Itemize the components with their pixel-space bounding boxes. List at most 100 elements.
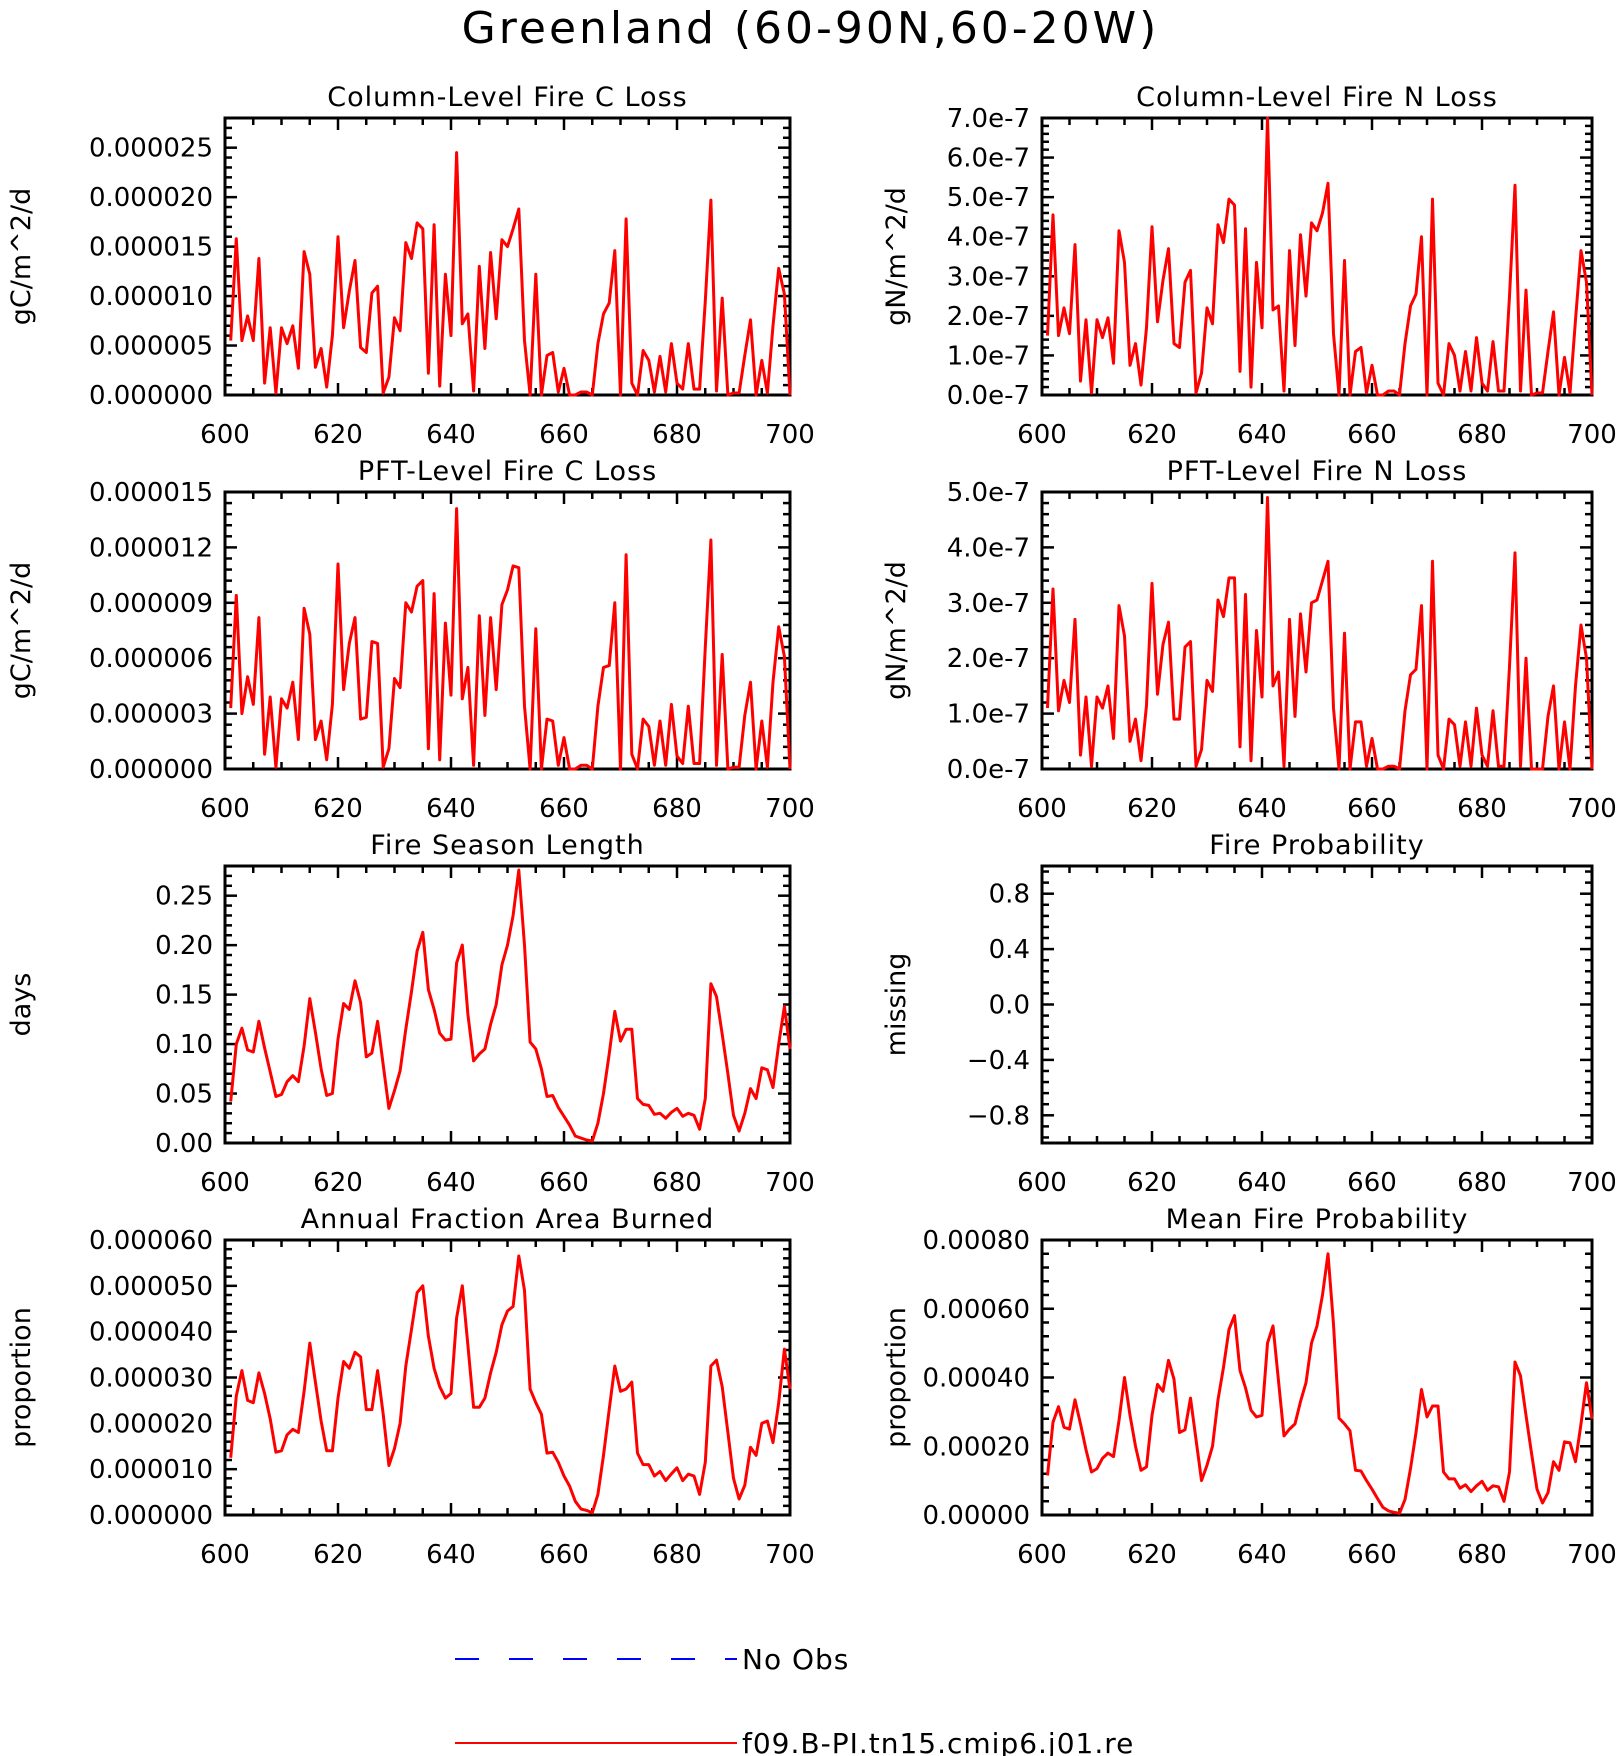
panel7-y-label: proportion bbox=[6, 1307, 37, 1448]
panel3-x-tick-label: 680 bbox=[652, 794, 702, 824]
panel3-x-tick-label: 700 bbox=[765, 794, 815, 824]
panel5-y-tick-label: 0.10 bbox=[155, 1030, 213, 1060]
panel7-y-tick-label: 0.000040 bbox=[89, 1318, 213, 1348]
panel2-title: Column-Level Fire N Loss bbox=[1136, 82, 1498, 113]
panel7-x-tick-label: 660 bbox=[539, 1540, 589, 1570]
panel5-series-line bbox=[229, 868, 792, 1143]
panel2-y-tick-label: 7.0e-7 bbox=[947, 104, 1030, 134]
panel2-series-line bbox=[1046, 116, 1594, 397]
panel3-x-tick-label: 640 bbox=[426, 794, 476, 824]
panel4-y-tick-label: 3.0e-7 bbox=[947, 589, 1030, 619]
panel5-x-tick-label: 680 bbox=[652, 1168, 702, 1198]
panel2-x-tick-label: 660 bbox=[1347, 420, 1397, 450]
panel1-y-tick-label: 0.000025 bbox=[89, 134, 213, 164]
panel2-x-tick-label: 640 bbox=[1237, 420, 1287, 450]
panel1-x-tick-label: 700 bbox=[765, 420, 815, 450]
panel4-x-tick-label: 660 bbox=[1347, 794, 1397, 824]
panel6-x-tick-label: 640 bbox=[1237, 1168, 1287, 1198]
panel6-x-tick-label: 660 bbox=[1347, 1168, 1397, 1198]
panel6-y-tick-label: 0.4 bbox=[989, 935, 1030, 965]
panel8-x-tick-label: 600 bbox=[1017, 1540, 1067, 1570]
panel7-y-tick-label: 0.000010 bbox=[89, 1455, 213, 1485]
panel8-x-tick-label: 700 bbox=[1567, 1540, 1617, 1570]
panel3-x-tick-label: 660 bbox=[539, 794, 589, 824]
panel8-series-line bbox=[1046, 1252, 1594, 1515]
panel6-y-tick-label: −0.8 bbox=[967, 1101, 1030, 1131]
legend-model-label: f09.B-PI.tn15.cmip6.j01.re bbox=[742, 1727, 1134, 1756]
panel3-y-tick-label: 0.000015 bbox=[89, 478, 213, 508]
panel4-x-tick-label: 600 bbox=[1017, 794, 1067, 824]
panel4-y-tick-label: 2.0e-7 bbox=[947, 644, 1030, 674]
panel5-y-label: days bbox=[6, 973, 37, 1037]
panel1-y-tick-label: 0.000005 bbox=[89, 332, 213, 362]
panel8-y-tick-label: 0.00080 bbox=[922, 1226, 1030, 1256]
panel4-title: PFT-Level Fire N Loss bbox=[1167, 456, 1468, 487]
panel6-y-tick-label: 0.8 bbox=[989, 880, 1030, 910]
panel4-y-tick-label: 4.0e-7 bbox=[947, 533, 1030, 563]
panel4-y-tick-label: 1.0e-7 bbox=[947, 700, 1030, 730]
panel3-y-label: gC/m^2/d bbox=[6, 562, 37, 699]
panel1-title: Column-Level Fire C Loss bbox=[327, 82, 687, 113]
panel7-frame bbox=[223, 1238, 792, 1517]
panel2-y-tick-label: 1.0e-7 bbox=[947, 341, 1030, 371]
panel5-x-tick-label: 600 bbox=[200, 1168, 250, 1198]
panel6-x-tick-label: 600 bbox=[1017, 1168, 1067, 1198]
panel6-x-tick-label: 700 bbox=[1567, 1168, 1617, 1198]
panel8-x-tick-label: 620 bbox=[1127, 1540, 1177, 1570]
panel7-y-tick-label: 0.000000 bbox=[89, 1501, 213, 1531]
panel1-series-line bbox=[229, 151, 792, 397]
panel3-y-tick-label: 0.000009 bbox=[89, 589, 213, 619]
panel8-y-tick-label: 0.00040 bbox=[922, 1364, 1030, 1394]
panel6-y-tick-label: 0.0 bbox=[989, 991, 1030, 1021]
panel7-x-tick-label: 620 bbox=[313, 1540, 363, 1570]
panel3-y-tick-label: 0.000000 bbox=[89, 755, 213, 785]
figure-title: Greenland (60-90N,60-20W) bbox=[461, 3, 1160, 54]
panel3-series-line bbox=[229, 507, 792, 771]
panel8-y-tick-label: 0.00060 bbox=[922, 1295, 1030, 1325]
panel7-y-tick-label: 0.000060 bbox=[89, 1226, 213, 1256]
panel8-y-tick-label: 0.00020 bbox=[922, 1432, 1030, 1462]
panel5-title: Fire Season Length bbox=[370, 830, 644, 861]
panel7-series-line bbox=[229, 1254, 792, 1515]
panel5-y-tick-label: 0.25 bbox=[155, 882, 213, 912]
panel4-series-line bbox=[1046, 496, 1594, 771]
panel1-frame bbox=[223, 116, 792, 397]
panel4-x-tick-label: 700 bbox=[1567, 794, 1617, 824]
panel2-y-tick-label: 5.0e-7 bbox=[947, 183, 1030, 213]
panel6-y-label: missing bbox=[881, 953, 912, 1057]
panel5-y-tick-label: 0.05 bbox=[155, 1080, 213, 1110]
panel5-x-tick-label: 620 bbox=[313, 1168, 363, 1198]
panel8-x-tick-label: 660 bbox=[1347, 1540, 1397, 1570]
panel2-y-tick-label: 6.0e-7 bbox=[947, 144, 1030, 174]
panel8-title: Mean Fire Probability bbox=[1166, 1204, 1469, 1235]
panel3-x-tick-label: 600 bbox=[200, 794, 250, 824]
panel3-y-tick-label: 0.000003 bbox=[89, 700, 213, 730]
panel7-x-tick-label: 640 bbox=[426, 1540, 476, 1570]
panel7-title: Annual Fraction Area Burned bbox=[301, 1204, 715, 1235]
panel2-y-tick-label: 3.0e-7 bbox=[947, 262, 1030, 292]
panel7-y-tick-label: 0.000050 bbox=[89, 1272, 213, 1302]
panel2-y-tick-label: 0.0e-7 bbox=[947, 381, 1030, 411]
panel5-x-tick-label: 640 bbox=[426, 1168, 476, 1198]
panel1-y-tick-label: 0.000010 bbox=[89, 282, 213, 312]
panel4-y-tick-label: 0.0e-7 bbox=[947, 755, 1030, 785]
panel5-y-tick-label: 0.15 bbox=[155, 981, 213, 1011]
panel6-title: Fire Probability bbox=[1209, 830, 1425, 861]
panel1-y-tick-label: 0.000020 bbox=[89, 183, 213, 213]
panel3-x-tick-label: 620 bbox=[313, 794, 363, 824]
panel8-y-tick-label: 0.00000 bbox=[922, 1501, 1030, 1531]
panel2-x-tick-label: 600 bbox=[1017, 420, 1067, 450]
panel2-x-tick-label: 620 bbox=[1127, 420, 1177, 450]
panel1-x-tick-label: 660 bbox=[539, 420, 589, 450]
panel1-x-tick-label: 680 bbox=[652, 420, 702, 450]
panel7-x-tick-label: 700 bbox=[765, 1540, 815, 1570]
panel6-x-tick-label: 680 bbox=[1457, 1168, 1507, 1198]
panel8-y-label: proportion bbox=[881, 1307, 912, 1448]
panel2-x-tick-label: 680 bbox=[1457, 420, 1507, 450]
panel4-x-tick-label: 680 bbox=[1457, 794, 1507, 824]
panel7-y-tick-label: 0.000020 bbox=[89, 1409, 213, 1439]
panel2-y-tick-label: 4.0e-7 bbox=[947, 223, 1030, 253]
panel7-x-tick-label: 600 bbox=[200, 1540, 250, 1570]
panel1-x-tick-label: 600 bbox=[200, 420, 250, 450]
